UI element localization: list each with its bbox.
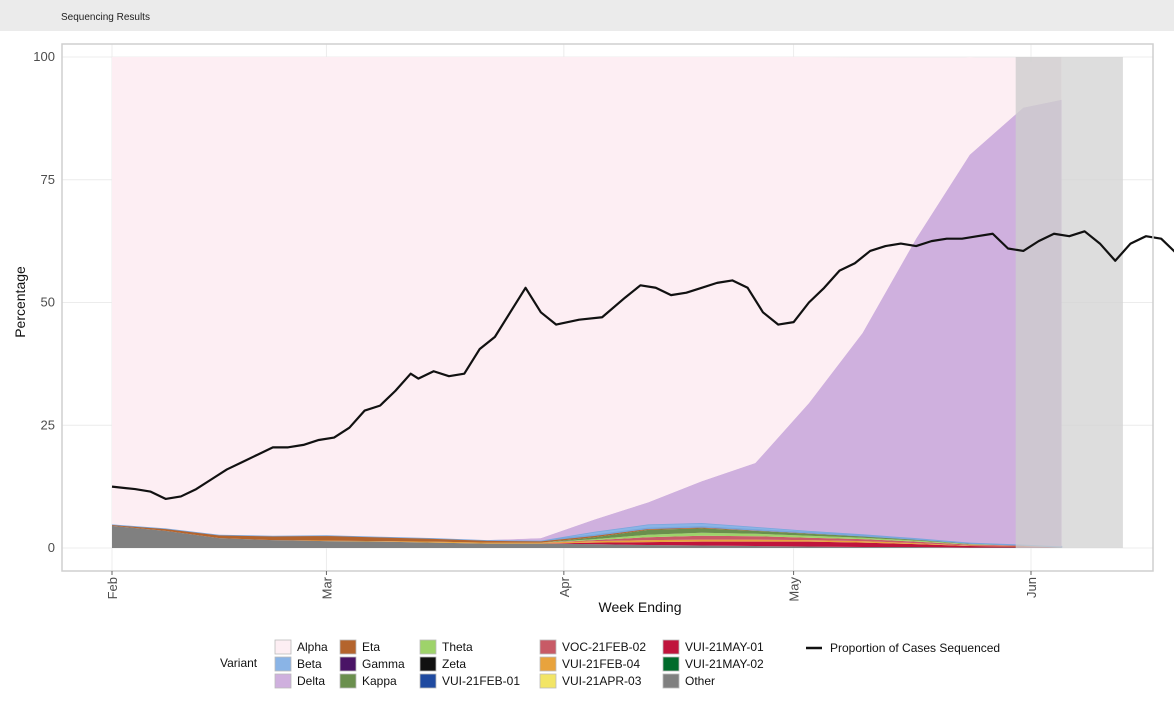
x-tick-label-feb: Feb — [105, 577, 120, 599]
legend-label-vui-21may-02: VUI-21MAY-02 — [685, 657, 764, 671]
legend-key-vui-21feb-01 — [419, 673, 437, 689]
legend-key-beta — [274, 656, 292, 672]
y-tick-label-25: 25 — [41, 417, 55, 432]
x-axis: Feb Mar Apr May Jun — [105, 571, 1039, 602]
proportion-line-layer — [111, 230, 1174, 500]
legend-key-alpha — [274, 639, 292, 655]
y-axis: 0 25 50 75 100 — [33, 49, 55, 555]
area-delta — [112, 99, 1062, 547]
x-tick-label-mar: Mar — [319, 576, 334, 599]
legend-label-gamma: Gamma — [362, 657, 405, 671]
legend-key-zeta — [419, 656, 437, 672]
area-vui-21feb-04 — [112, 525, 1062, 548]
legend-label-eta: Eta — [362, 640, 380, 654]
legend-label-delta: Delta — [297, 674, 325, 688]
legend-key-delta — [274, 673, 292, 689]
legend-label-vui-21apr-03: VUI-21APR-03 — [562, 674, 642, 688]
legend-label-vui-21feb-04: VUI-21FEB-04 — [562, 657, 640, 671]
y-axis-title: Percentage — [12, 266, 28, 338]
x-tick-label-jun: Jun — [1024, 577, 1039, 598]
area-vui-21may-01 — [112, 525, 1062, 548]
y-tick-label-100: 100 — [33, 49, 55, 64]
legend-key-theta — [419, 639, 437, 655]
legend-key-eta — [339, 639, 357, 655]
x-tick-label-apr: Apr — [557, 576, 572, 597]
panel-title: Sequencing Results — [61, 12, 150, 23]
area-alpha — [112, 57, 1062, 541]
x-tick-label-may: May — [787, 577, 802, 602]
stacked-areas — [111, 57, 1063, 548]
legend-key-vui-21may-02 — [662, 656, 680, 672]
shaded-period-1 — [1015, 57, 1062, 548]
legend-label-kappa: Kappa — [362, 674, 397, 688]
shaded-period-2 — [1061, 57, 1123, 548]
legend-label-zeta: Zeta — [442, 657, 466, 671]
legend-label-proportion-of-cases-sequenced: Proportion of Cases Sequenced — [830, 641, 1000, 655]
shaded-periods — [1015, 57, 1123, 548]
plot-frame — [61, 43, 1154, 572]
legend-label-voc-21feb-02: VOC-21FEB-02 — [562, 640, 646, 654]
proportion-line — [111, 230, 1174, 500]
panel-header: Sequencing Results — [0, 0, 1174, 31]
y-tick-label-75: 75 — [41, 172, 55, 187]
legend-label-other: Other — [685, 674, 715, 688]
legend-key-vui-21may-01 — [662, 639, 680, 655]
legend-label-vui-21may-01: VUI-21MAY-01 — [685, 640, 764, 654]
legend-key-vui-21feb-04 — [539, 656, 557, 672]
legend-label-vui-21feb-01: VUI-21FEB-01 — [442, 674, 520, 688]
legend-label-theta: Theta — [442, 640, 473, 654]
legend-label-alpha: Alpha — [297, 640, 328, 654]
legend: Variant Alpha Beta Delta Eta Gamma Kappa Theta Z… — [220, 639, 1000, 689]
legend-key-voc-21feb-02 — [539, 639, 557, 655]
y-tick-label-50: 50 — [41, 295, 55, 310]
plot-border — [61, 43, 1154, 572]
legend-key-other — [662, 673, 680, 689]
area-voc-21feb-02 — [112, 525, 1062, 548]
y-tick-label-0: 0 — [48, 540, 55, 555]
legend-key-kappa — [339, 673, 357, 689]
legend-key-vui-21apr-03 — [539, 673, 557, 689]
x-axis-title: Week Ending — [598, 599, 681, 615]
legend-title: Variant — [220, 656, 258, 670]
area-other — [112, 525, 1062, 548]
legend-label-beta: Beta — [297, 657, 322, 671]
legend-key-gamma — [339, 656, 357, 672]
